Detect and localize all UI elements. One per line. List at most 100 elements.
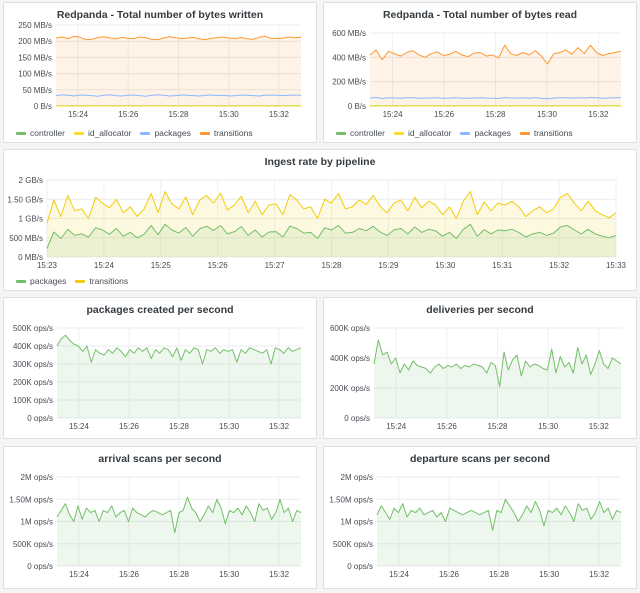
y-tick-label: 0 B/s <box>348 102 366 111</box>
y-tick-label: 100K ops/s <box>13 396 53 405</box>
y-tick-label: 600K ops/s <box>330 324 370 333</box>
y-tick-label: 100 MB/s <box>18 70 52 79</box>
x-tick-label: 15:32 <box>269 110 290 119</box>
y-tick-label: 50 MB/s <box>23 86 52 95</box>
legend-bytes-read: controller id_allocator packages transition… <box>336 128 573 138</box>
x-tick-label: 15:28 <box>485 110 506 119</box>
legend-item[interactable]: packages <box>140 128 191 138</box>
y-tick-label: 200 MB/s <box>332 78 366 87</box>
chart-deliveries: 0 ops/s 200K ops/s 400K ops/s 600K ops/s 15:… <box>330 324 622 431</box>
y-tick-label: 500K ops/s <box>13 324 53 333</box>
series-line-transitions <box>369 44 622 65</box>
x-tick-label: 15:31 <box>492 261 513 270</box>
x-tick-label: 15:30 <box>219 422 240 431</box>
legend-label: id_allocator <box>87 128 132 138</box>
x-tick-label: 15:30 <box>539 570 560 579</box>
x-tick-label: 15:26 <box>118 110 139 119</box>
x-tick-label: 15:30 <box>219 570 240 579</box>
series-line-transitions <box>55 35 302 41</box>
legend-item[interactable]: packages <box>16 276 66 286</box>
legend-label: transitions <box>213 128 253 138</box>
x-tick-label: 15:24 <box>68 110 89 119</box>
x-tick-label: 15:24 <box>94 261 115 270</box>
panel-title: Ingest rate by pipeline <box>264 156 376 168</box>
x-tick-label: 15:25 <box>151 261 172 270</box>
x-tick-label: 15:24 <box>383 110 404 119</box>
legend-swatch <box>519 131 530 135</box>
legend-swatch <box>140 131 151 135</box>
y-tick-label: 1.50M ops/s <box>9 495 53 504</box>
series-line-packages <box>369 97 622 100</box>
legend-item[interactable]: transitions <box>75 276 128 286</box>
x-tick-label: 15:32 <box>269 570 290 579</box>
series-line-series <box>373 339 622 387</box>
y-tick-label: 2M ops/s <box>341 473 373 482</box>
legend-item[interactable]: packages <box>460 128 511 138</box>
series-area-series <box>374 340 621 418</box>
y-tick-label: 600 MB/s <box>332 29 366 38</box>
series-line-packages <box>46 223 617 249</box>
x-tick-label: 15:28 <box>169 422 190 431</box>
legend-item[interactable]: id_allocator <box>73 128 132 138</box>
panel-arrival-scans: arrival scans per second 0 ops/s 500K ops… <box>3 446 317 589</box>
legend-item[interactable]: id_allocator <box>393 128 452 138</box>
x-tick-label: 15:24 <box>389 570 410 579</box>
legend-label: controller <box>30 128 65 138</box>
x-tick-label: 15:27 <box>265 261 286 270</box>
y-tick-label: 0 B/s <box>34 102 52 111</box>
y-tick-label: 0 MB/s <box>18 253 43 262</box>
chart-bytes-written: 0 B/s 50 MB/s 100 MB/s 150 MB/s 200 MB/s 250 … <box>18 21 302 119</box>
y-tick-label: 150 MB/s <box>18 53 52 62</box>
x-tick-label: 15:29 <box>378 261 399 270</box>
legend-item[interactable]: controller <box>16 128 65 138</box>
y-tick-label: 200 MB/s <box>18 37 52 46</box>
y-tick-label: 200K ops/s <box>330 384 370 393</box>
y-tick-label: 2M ops/s <box>21 473 53 482</box>
series-line-transitions <box>46 191 617 224</box>
legend-label: controller <box>350 128 385 138</box>
panel-packages-created: packages created per second 0 ops/s 100K … <box>3 297 317 439</box>
legend-ingest-rate: packages transitions <box>16 276 128 286</box>
x-tick-label: 15:33 <box>606 261 627 270</box>
chart-departure-scans: 0 ops/s 500K ops/s 1M ops/s 1.50M ops/s 2M o… <box>329 473 622 579</box>
x-tick-label: 15:32 <box>588 110 609 119</box>
series-line-series <box>376 498 622 531</box>
legend-swatch <box>75 279 86 283</box>
x-tick-label: 15:28 <box>321 261 342 270</box>
legend-label: id_allocator <box>407 128 452 138</box>
x-tick-label: 15:26 <box>434 110 455 119</box>
legend-swatch <box>16 279 26 283</box>
legend-item[interactable]: transitions <box>519 128 573 138</box>
legend-bytes-written: controller id_allocator packages transition… <box>16 128 253 138</box>
legend-swatch <box>73 131 84 135</box>
legend-item[interactable]: controller <box>336 128 385 138</box>
series-line-series <box>56 334 302 365</box>
y-tick-label: 500K ops/s <box>333 540 373 549</box>
panel-ingest-rate: Ingest rate by pipeline 0 MB/s 500 MB/s 1 … <box>3 149 637 291</box>
legend-label: packages <box>474 128 511 138</box>
panel-title: arrival scans per second <box>98 453 222 465</box>
y-tick-label: 200K ops/s <box>13 378 53 387</box>
y-tick-label: 400K ops/s <box>13 342 53 351</box>
y-tick-label: 500 MB/s <box>9 234 43 243</box>
legend-swatch <box>460 131 471 135</box>
legend-swatch <box>16 131 26 135</box>
panel-title: departure scans per second <box>409 453 551 465</box>
y-tick-label: 400K ops/s <box>330 354 370 363</box>
chart-ingest-rate: 0 MB/s 500 MB/s 1 GB/s 1.50 GB/s 2 GB/s 15:23… <box>7 176 627 270</box>
legend-item[interactable]: transitions <box>199 128 253 138</box>
y-tick-label: 1M ops/s <box>21 518 53 527</box>
y-tick-label: 1M ops/s <box>341 518 373 527</box>
x-tick-label: 15:32 <box>269 422 290 431</box>
panel-bytes-written: Redpanda - Total number of bytes written… <box>3 2 317 143</box>
y-tick-label: 1 GB/s <box>19 215 43 224</box>
legend-label: transitions <box>89 276 129 286</box>
x-tick-label: 15:30 <box>538 422 559 431</box>
panel-bytes-read: Redpanda - Total number of bytes read 0 … <box>323 2 637 143</box>
x-tick-label: 15:30 <box>537 110 558 119</box>
y-tick-label: 300K ops/s <box>13 360 53 369</box>
chart-packages-created: 0 ops/s 100K ops/s 200K ops/s 300K ops/s 400… <box>13 324 302 431</box>
series-area-series <box>57 335 301 418</box>
x-tick-label: 15:28 <box>487 422 508 431</box>
x-tick-label: 15:24 <box>69 422 90 431</box>
